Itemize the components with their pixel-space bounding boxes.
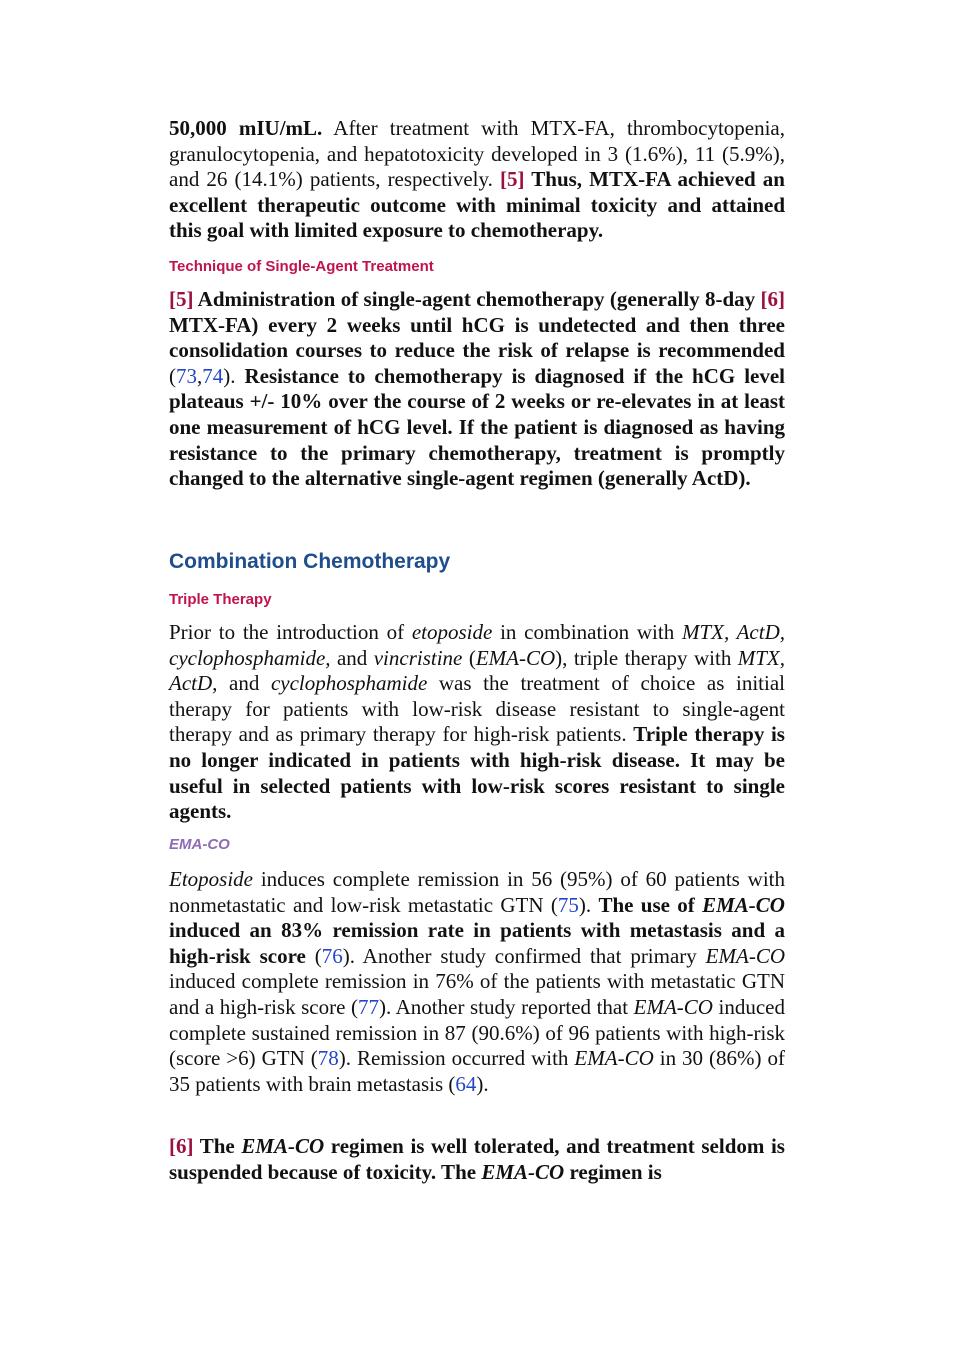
text: The use of: [598, 892, 703, 917]
text: in 30 (86%) of 35 patients with brain me…: [169, 1046, 786, 1096]
text: The: [193, 1134, 242, 1158]
reference-marker: [6]: [760, 287, 786, 311]
text: was the treatment of choice as initial t…: [169, 671, 785, 747]
citation[interactable]: 75: [557, 892, 579, 917]
text: EMA-CO: [633, 994, 713, 1019]
text: Administration of single-agent chemother…: [193, 287, 761, 311]
text: ), triple therapy with: [555, 645, 738, 670]
text: Prior to the introduction of: [169, 620, 412, 644]
paragraph: 50,000 mIU/mL. After treatment with MTX-…: [169, 116, 785, 244]
subheading: EMA-CO: [169, 836, 230, 853]
text: and: [217, 671, 271, 696]
paragraph: [6] The EMA-CO regimen is well tolerated…: [169, 1134, 785, 1185]
text: Thus, MTX-FA achieved an excellent thera…: [169, 167, 785, 243]
text: ). Another study confirmed that primary: [342, 943, 706, 968]
text: induced complete sustained remission in …: [169, 994, 785, 1071]
subheading: Triple Therapy: [169, 591, 272, 608]
reference-marker: [5]: [500, 167, 525, 192]
text: MTX-FA) every 2 weeks until hCG is undet…: [169, 312, 785, 363]
text: (: [462, 645, 476, 670]
paragraph: Etoposide induces complete remission in …: [169, 867, 785, 1097]
text: ). Another study reported that: [379, 994, 634, 1019]
text: ).: [578, 892, 599, 917]
paragraph: [5] Administration of single-agent chemo…: [169, 287, 785, 492]
text: After treatment with MTX-FA, thrombocyto…: [169, 116, 786, 192]
text: etoposide: [411, 620, 493, 644]
text: induced complete remission in 76% of the…: [169, 969, 785, 1019]
text: (: [169, 363, 176, 388]
text: EMA-CO: [241, 1134, 325, 1158]
text: regimen is: [564, 1159, 662, 1184]
subheading: Technique of Single-Agent Treatment: [169, 258, 434, 275]
reference-marker: [5]: [169, 287, 194, 311]
citation[interactable]: 73: [176, 363, 197, 388]
section-heading: Combination Chemotherapy: [169, 550, 451, 573]
text: and: [330, 645, 374, 670]
text: 50,000 mIU/mL.: [169, 116, 323, 140]
paragraph: Prior to the introduction of etoposide i…: [169, 620, 785, 825]
text: EMA-CO: [702, 892, 785, 917]
text: Resistance to chemotherapy is diagnosed …: [169, 363, 785, 491]
text: ).: [223, 363, 245, 388]
citation[interactable]: 78: [317, 1046, 339, 1071]
text: regimen is well tolerated, and treatment…: [169, 1134, 785, 1184]
text: MTX, ActD,: [169, 645, 785, 696]
text: (: [305, 943, 322, 968]
reference-marker: [6]: [169, 1134, 194, 1158]
text: ,: [197, 363, 203, 388]
citation[interactable]: 64: [455, 1071, 477, 1096]
text: Triple therapy is no longer indicated in…: [169, 722, 785, 824]
text: induces complete remission in 56 (95%) o…: [169, 867, 785, 917]
text: EMA-CO: [574, 1046, 654, 1071]
text: EMA-CO: [475, 645, 556, 670]
citation[interactable]: 74: [202, 363, 224, 388]
citation[interactable]: 76: [321, 943, 343, 968]
text: ). Remission occurred with: [338, 1046, 575, 1071]
citation[interactable]: 77: [358, 994, 379, 1019]
text: ).: [476, 1071, 489, 1096]
text: vincristine: [373, 645, 463, 670]
text: EMA-CO: [705, 943, 785, 968]
text: in combination with: [492, 620, 682, 644]
text: Etoposide: [169, 867, 253, 891]
text: EMA-CO: [481, 1159, 565, 1184]
text: induced an 83% remission rate in patient…: [169, 918, 785, 968]
text: cyclophosphamide: [270, 671, 428, 696]
text: MTX, ActD, cyclophosphamide,: [169, 620, 785, 670]
